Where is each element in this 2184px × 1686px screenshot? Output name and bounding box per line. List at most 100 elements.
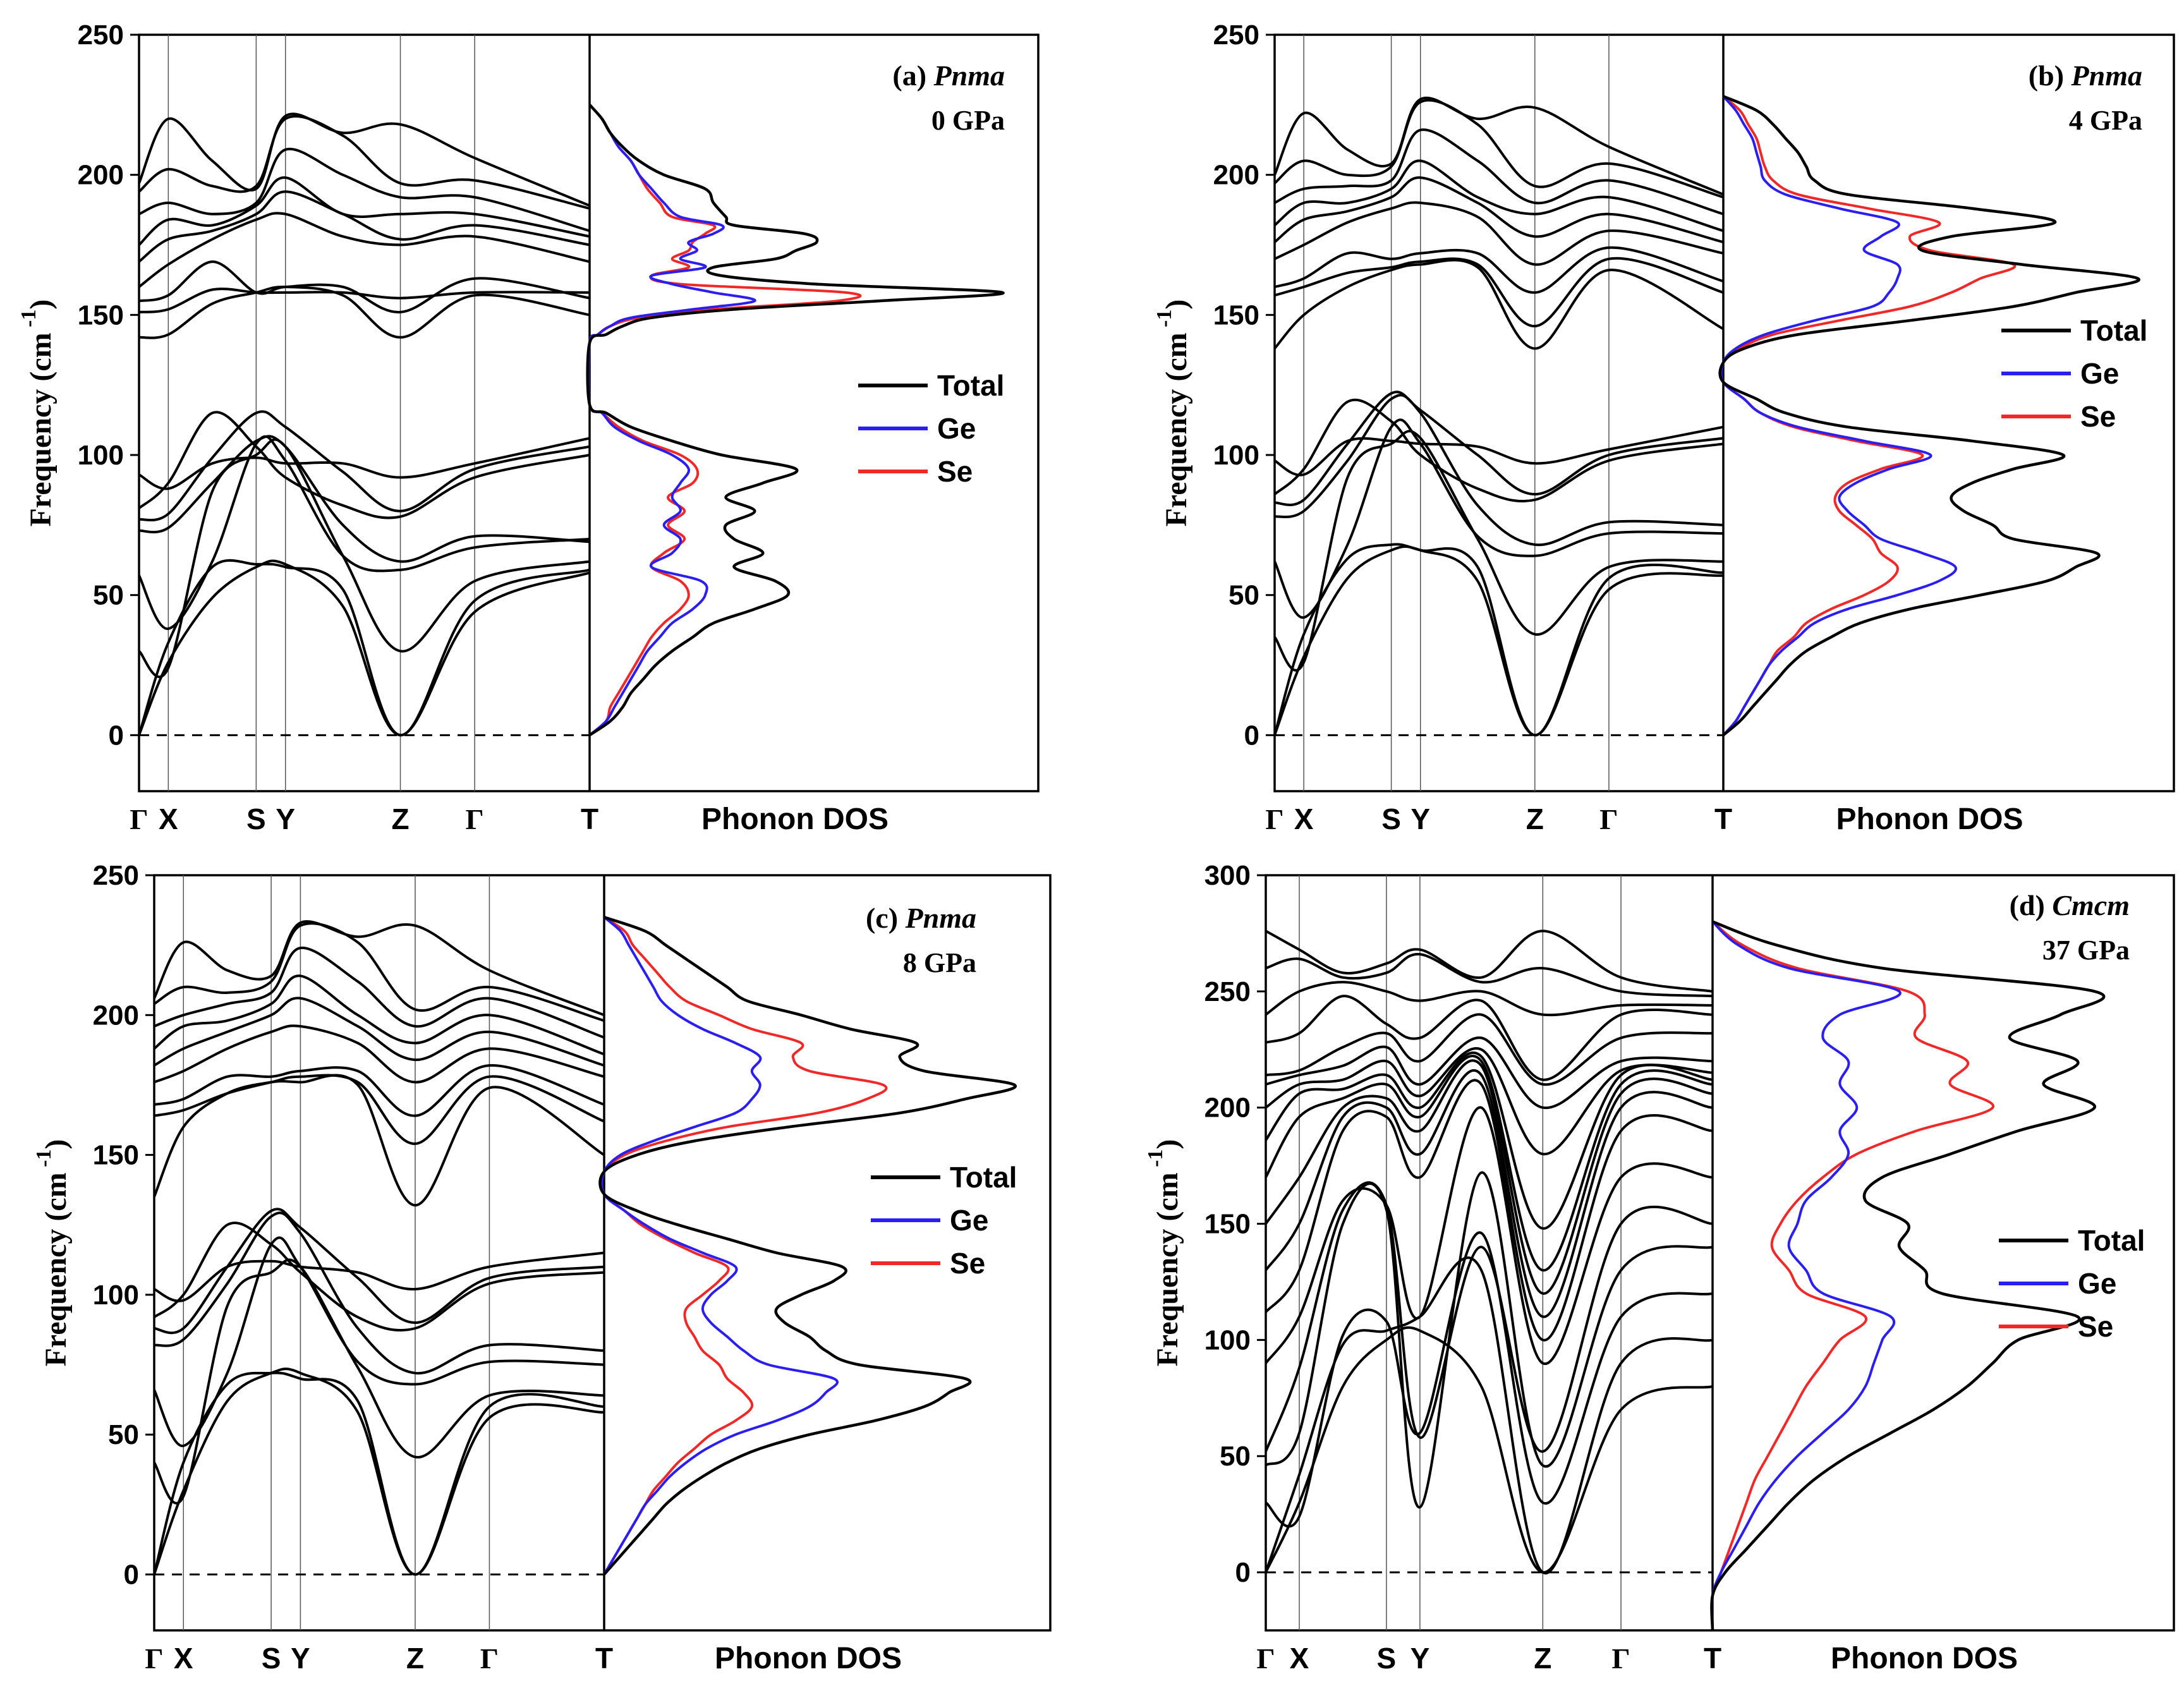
panel-phase: Pnma (2071, 59, 2142, 92)
y-axis-label-text: Frequency (cm (24, 332, 58, 526)
band-13 (153, 974, 605, 1056)
dos-axis-label: Phonon DOS (715, 1642, 902, 1675)
kpoint-label: X (1294, 803, 1314, 835)
kpoint-label: Γ (1611, 1642, 1630, 1675)
band-5 (154, 1208, 605, 1335)
kpoint-label: S (246, 803, 266, 835)
band-10 (1274, 246, 1724, 294)
kpoint-label: Γ (480, 1642, 499, 1675)
y-tick-label: 200 (1204, 1093, 1251, 1124)
band-14 (1265, 995, 1713, 1081)
band-structure (153, 920, 605, 1576)
band-17 (1265, 930, 1713, 993)
panel-label: (c) Pnma (866, 902, 976, 934)
dos-se (1711, 920, 1994, 1631)
band-14 (138, 147, 590, 233)
dos-se (600, 916, 888, 1575)
y-tick-label: 100 (93, 1280, 139, 1311)
kpoint-label: S (1377, 1642, 1397, 1675)
kpoint-label: Y (1410, 1642, 1430, 1675)
band-13 (1273, 159, 1724, 233)
panel-label: (b) Pnma (2029, 59, 2142, 92)
band-9 (1274, 257, 1724, 328)
kpoint-label: T (595, 1642, 613, 1675)
legend-label-ge: Ge (937, 412, 976, 445)
panel-pressure: 8 GPa (903, 947, 976, 978)
band-0 (153, 1368, 605, 1576)
band-5 (138, 410, 590, 522)
dos-ge (1720, 95, 1957, 736)
band-2 (138, 438, 590, 679)
dos-curves (586, 104, 1005, 737)
legend-label-total: Total (2078, 1224, 2145, 1257)
band-9 (138, 288, 590, 313)
band-1 (138, 559, 590, 737)
y-axis-label-close: ) (39, 1139, 73, 1149)
band-16 (1273, 96, 1724, 196)
band-9 (1265, 1055, 1713, 1272)
plot-frame (1265, 874, 2175, 1632)
dos-axis-label: Phonon DOS (1831, 1642, 2018, 1675)
band-4 (1265, 1181, 1713, 1453)
panel-letter: (a) (892, 59, 926, 92)
panel-letter: (c) (866, 902, 898, 934)
legend-label-se: Se (950, 1247, 985, 1280)
kpoint-label: Y (1410, 803, 1430, 835)
y-axis-label: Frequency (cm -1) (1144, 1139, 1184, 1367)
dos-ge (586, 104, 756, 736)
y-axis-label-text: Frequency (cm (1151, 1172, 1184, 1366)
y-tick-label: 250 (78, 20, 124, 51)
y-tick-label: 100 (78, 440, 124, 471)
band-4 (138, 435, 590, 563)
y-axis-label-text: Frequency (cm (39, 1172, 73, 1366)
y-tick-label: 300 (1204, 860, 1251, 891)
panel-letter: (d) (2010, 889, 2045, 921)
band-3 (1265, 1171, 1713, 1509)
kpoint-label: Γ (1599, 803, 1618, 835)
y-tick-label: 100 (1204, 1325, 1251, 1355)
band-10 (138, 260, 590, 313)
band-16 (153, 920, 605, 1017)
kpoint-label: Γ (466, 803, 484, 835)
band-11 (138, 212, 590, 288)
y-tick-label: 50 (1228, 580, 1259, 611)
legend-label-ge: Ge (2080, 357, 2119, 390)
y-tick-label: 0 (124, 1559, 139, 1590)
y-tick-label: 0 (1244, 720, 1259, 751)
band-5 (1265, 1106, 1713, 1365)
panel-pressure: 37 GPa (2042, 935, 2130, 966)
band-11 (154, 1024, 605, 1084)
y-tick-label: 150 (1213, 300, 1259, 331)
panel-space (926, 59, 934, 92)
band-2 (1265, 1231, 1713, 1528)
band-4 (154, 1211, 605, 1374)
kpoint-label: S (262, 1642, 281, 1675)
dos-ge (1711, 921, 1902, 1631)
y-axis-label-sup: -1 (1144, 1149, 1167, 1173)
y-axis-label: Frequency (cm -1) (1153, 300, 1193, 527)
band-8 (1273, 258, 1724, 350)
kpoint-label: X (174, 1642, 193, 1675)
kpoint-label: Z (1534, 1642, 1551, 1675)
dos-total (598, 916, 1017, 1575)
dos-curves (598, 916, 1017, 1575)
panel-phase: Pnma (933, 59, 1005, 92)
y-tick-label: 250 (1213, 20, 1259, 51)
dos-curves (1710, 920, 2106, 1631)
y-axis-label: Frequency (cm -1) (32, 1139, 73, 1367)
band-5 (1274, 391, 1724, 506)
y-tick-label: 150 (78, 300, 124, 331)
y-tick-label: 250 (93, 860, 139, 891)
band-13 (1265, 1013, 1713, 1086)
band-7 (154, 1251, 605, 1302)
kpoint-label: Γ (130, 803, 148, 835)
band-6 (1273, 398, 1724, 503)
band-11 (1274, 201, 1724, 266)
y-axis-label-close: ) (1151, 1139, 1184, 1149)
band-7 (138, 437, 590, 490)
kpoint-label: X (1290, 1642, 1309, 1675)
band-structure (138, 112, 590, 737)
y-tick-label: 0 (109, 720, 124, 751)
band-11 (1265, 1046, 1713, 1156)
